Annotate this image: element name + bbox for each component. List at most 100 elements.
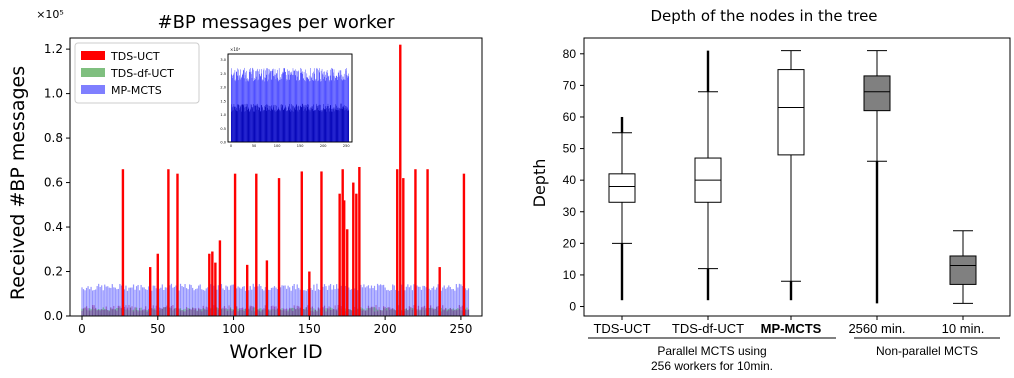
mp-mcts-bar (442, 287, 444, 316)
tds-uct-spike-bar (338, 193, 341, 316)
mp-mcts-bar (190, 284, 192, 316)
mp-mcts-bar (119, 283, 121, 316)
tds-uct-bar (282, 308, 285, 316)
tds-uct-bar (179, 310, 182, 316)
left-y-tick-label: 0.2 (44, 265, 63, 279)
mp-mcts-bar (369, 288, 371, 316)
right-y-tick-label: 10 (563, 268, 577, 282)
tds-uct-bar (336, 309, 338, 316)
mp-mcts-bar (310, 288, 312, 316)
tds-uct-bar (185, 307, 188, 316)
right-plot-frame (583, 37, 1011, 317)
tds-uct-bar (257, 309, 259, 316)
mp-mcts-bar (370, 285, 373, 316)
left-x-tick-label: 250 (449, 322, 472, 336)
mp-mcts-bar (443, 285, 445, 316)
right-y-tick-label: 0 (569, 300, 576, 314)
legend-box (74, 42, 200, 104)
tds-uct-bar (196, 311, 198, 316)
tds-uct-bar (401, 310, 403, 316)
tds-uct-bar (142, 309, 144, 316)
mp-mcts-bar (143, 287, 145, 316)
inset-x-tick-label: 0 (230, 144, 232, 148)
tds-uct-bar (269, 310, 271, 316)
tds-uct-bar (110, 307, 112, 316)
tds-uct-bar (319, 308, 321, 316)
mp-mcts-bar (81, 287, 83, 316)
box-iqr (863, 75, 891, 112)
tds-uct-bar (152, 305, 154, 316)
tds-uct-bar (202, 305, 204, 316)
tds-uct-bar (235, 306, 238, 316)
tds-uct-bar (419, 310, 421, 316)
mp-mcts-bar (413, 284, 415, 316)
tds-uct-bar (448, 309, 450, 316)
mp-mcts-bar (408, 287, 410, 316)
tds-uct-bar (345, 311, 347, 316)
tds-uct-bar (317, 307, 320, 316)
mp-mcts-bar (96, 286, 98, 316)
tds-uct-bar (182, 311, 185, 316)
inset-x-tick-label: 50 (252, 144, 256, 148)
tds-uct-bar (117, 305, 119, 316)
mp-mcts-bar (110, 287, 112, 316)
mp-mcts-bar (105, 286, 107, 316)
tds-uct-bar (239, 308, 241, 316)
right-x-tick-label: TDS-UCT (593, 321, 650, 336)
legend: TDS-UCT TDS-df-UCT MP-MCTS (74, 42, 200, 104)
tds-uct-spike-bar (343, 200, 346, 316)
mp-mcts-bar (404, 290, 406, 316)
tds-uct-spike-bar (358, 166, 361, 316)
mp-mcts-bar (125, 285, 127, 316)
tds-uct-bar (260, 311, 262, 316)
mp-mcts-bar (389, 290, 391, 316)
tds-uct-bar (198, 307, 200, 316)
tds-uct-spike-bar (149, 267, 152, 316)
tds-uct-bar (457, 309, 459, 316)
tds-uct-bar (325, 311, 327, 316)
tds-uct-bar (379, 310, 382, 316)
left-x-tick-label: 200 (374, 322, 397, 336)
tds-uct-bar (243, 310, 245, 316)
tds-uct-bar (81, 310, 83, 316)
right-y-tick-label: 30 (563, 205, 577, 219)
boxplot-tds-uct (608, 116, 636, 301)
mp-mcts-bar (460, 284, 462, 316)
tds-uct-bar (270, 306, 273, 316)
mp-mcts-bar (440, 290, 442, 316)
tds-uct-bar (90, 310, 92, 316)
mp-mcts-bar (251, 289, 253, 316)
tds-uct-bar (458, 305, 460, 316)
mp-mcts-bar (381, 285, 383, 316)
tds-uct-spike-bar (211, 251, 214, 316)
mp-mcts-bar (90, 286, 92, 316)
group-label: 256 workers for 10min. (651, 359, 773, 373)
mp-mcts-bar (449, 286, 451, 316)
tds-uct-bar (392, 308, 394, 316)
tds-uct-bar (99, 310, 101, 316)
mp-mcts-bar (257, 286, 259, 316)
tds-uct-bar (337, 304, 339, 316)
mp-mcts-bar (181, 286, 183, 316)
tds-uct-bar (389, 307, 391, 316)
tds-uct-bar (307, 305, 309, 316)
tds-uct-bar (146, 311, 148, 316)
mp-mcts-bar (101, 285, 103, 316)
mp-mcts-bar (319, 290, 321, 316)
tds-uct-bar (172, 305, 174, 316)
tds-uct-bar (390, 308, 392, 316)
mp-mcts-bar (411, 290, 414, 316)
mp-mcts-bar (269, 290, 271, 316)
mp-mcts-bar (354, 288, 356, 316)
tds-uct-bar (384, 307, 386, 316)
tds-uct-bar (158, 307, 160, 316)
mp-mcts-bar (184, 284, 186, 316)
mp-mcts-bar (228, 289, 230, 316)
mp-mcts-bar (376, 283, 379, 316)
tds-uct-bar (88, 310, 91, 316)
left-y-tick-label: 0.8 (44, 131, 63, 145)
tds-uct-bar (449, 307, 451, 316)
tds-uct-bar (160, 307, 162, 316)
left-y-tick-label: 0.6 (44, 176, 63, 190)
tds-uct-bar (420, 307, 423, 316)
